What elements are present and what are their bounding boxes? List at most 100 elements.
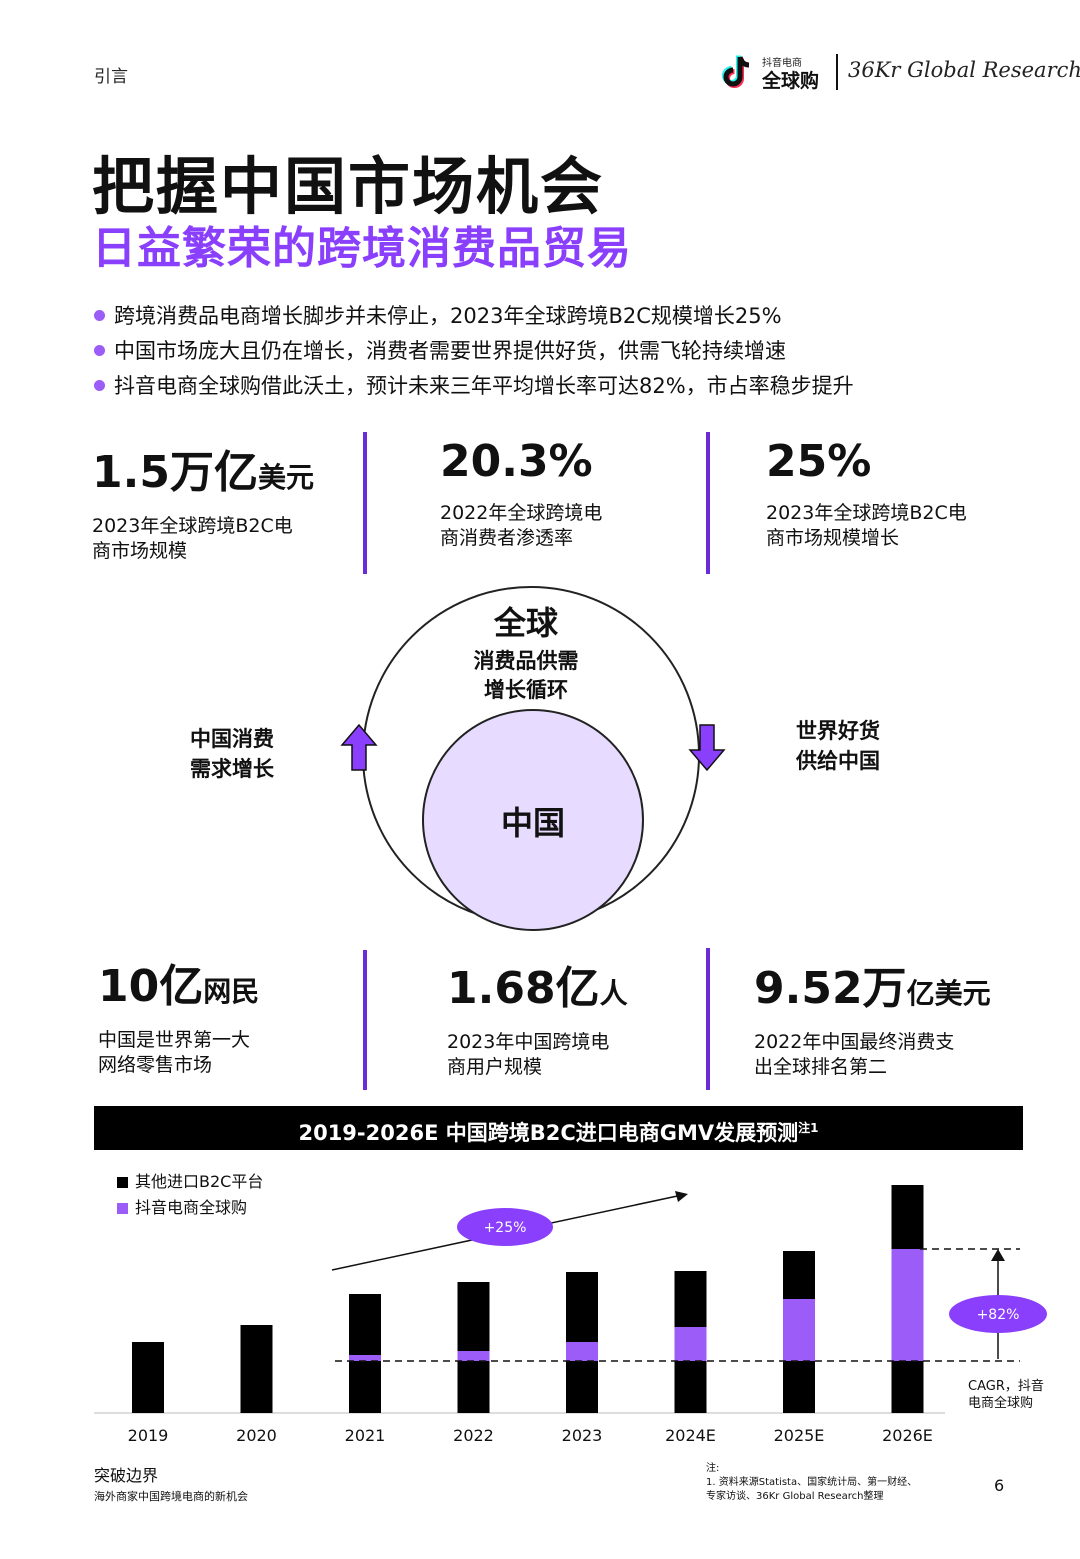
brand-small-text: 抖音电商 [762, 58, 802, 69]
bar-other-upper [566, 1272, 598, 1342]
footer-subtitle: 海外商家中国跨境电商的新机会 [94, 1490, 248, 1503]
bullet-item: 抖音电商全球购借此沃土，预计未来三年平均增长率可达82%，市占率稳步提升 [94, 370, 854, 400]
cycle-left-label: 中国消费 需求增长 [190, 727, 274, 781]
stat-value: 20.3% [440, 436, 593, 487]
bullet-text: 跨境消费品电商增长脚步并未停止，2023年全球跨境B2C规模增长25% [114, 304, 782, 328]
bar-other-lower [891, 1361, 924, 1413]
stat-block: 20.3% 2022年全球跨境电 商消费者渗透率 [440, 436, 602, 551]
bar-douyin [457, 1351, 490, 1361]
bar-other [132, 1342, 164, 1413]
stat-divider [363, 950, 367, 1090]
stat-unit: 亿美元 [906, 977, 991, 1010]
brand-main-text: 全球购 [762, 70, 820, 92]
bullet-item: 跨境消费品电商增长脚步并未停止，2023年全球跨境B2C规模增长25% [94, 300, 782, 330]
bar-other-upper [457, 1282, 490, 1351]
stat-description: 2023年中国跨境电 商用户规模 [447, 1031, 610, 1078]
stat-divider [706, 432, 710, 574]
stat-unit: 网民 [203, 975, 260, 1008]
bar-douyin [566, 1342, 598, 1361]
stat-value: 9.52万亿美元 [754, 963, 991, 1014]
bar-other-upper [891, 1185, 924, 1249]
cagr-caption: CAGR，抖音 [968, 1378, 1044, 1394]
x-tick-label: 2023 [562, 1426, 603, 1445]
stat-divider [706, 948, 710, 1090]
stat-value: 25% [766, 436, 872, 487]
cycle-diagram [340, 586, 726, 931]
stat-unit: 美元 [257, 461, 314, 494]
legend-swatch [117, 1203, 128, 1214]
brand-logo: 抖音电商 全球购 36Kr Global Research [720, 52, 1080, 94]
x-tick-label: 2019 [128, 1426, 169, 1445]
chart-title-bar: 2019-2026E 中国跨境B2C进口电商GMV发展预测注1 [94, 1106, 1023, 1150]
cagr-badge [949, 1295, 1047, 1333]
cycle-inner-label: 中国 [500, 804, 565, 842]
trend-arrowhead-icon [675, 1191, 688, 1202]
x-tick-label: 2024E [665, 1426, 716, 1445]
logo-divider [836, 54, 838, 90]
stat-divider [363, 432, 367, 574]
stat-block: 25% 2023年全球跨境B2C电 商市场规模增长 [766, 436, 967, 551]
legend-swatch [117, 1177, 128, 1188]
stat-block: 1.68亿人 2023年中国跨境电 商用户规模 [447, 952, 628, 1080]
stat-description: 2023年全球跨境B2C电 商市场规模 [92, 515, 293, 562]
cycle-outer-title: 全球 [493, 604, 558, 642]
stat-value: 1.5万亿美元 [92, 447, 314, 498]
chart-title-note: 注1 [798, 1121, 819, 1135]
up-arrow-icon [340, 723, 378, 771]
stat-description: 中国是世界第一大 网络零售市场 [98, 1029, 251, 1076]
bar-douyin [349, 1355, 381, 1361]
bar-other-lower [566, 1361, 598, 1413]
x-tick-label: 2026E [882, 1426, 933, 1445]
bullet-text: 中国市场庞大且仍在增长，消费者需要世界提供好货，供需飞轮持续增速 [114, 339, 786, 363]
bar-other [240, 1325, 273, 1413]
section-label: 引言 [94, 67, 128, 87]
x-tick-label: 2025E [774, 1426, 825, 1445]
page-subtitle: 日益繁荣的跨境消费品贸易 [92, 223, 632, 274]
x-tick-label: 2020 [236, 1426, 277, 1445]
bullet-item: 中国市场庞大且仍在增长，消费者需要世界提供好货，供需飞轮持续增速 [94, 335, 786, 365]
bullet-dot-icon [94, 309, 105, 321]
stat-description: 2022年全球跨境电 商消费者渗透率 [440, 502, 603, 549]
bar-other-upper [349, 1294, 381, 1355]
stat-block: 9.52万亿美元 2022年中国最终消费支 出全球排名第二 [754, 952, 991, 1080]
stat-block: 10亿网民 中国是世界第一大 网络零售市场 [98, 950, 259, 1078]
bar-douyin [891, 1249, 924, 1361]
x-tick-label: 2022 [453, 1426, 494, 1445]
stat-description: 2022年中国最终消费支 出全球排名第二 [754, 1031, 955, 1078]
bar-other-upper [674, 1271, 707, 1327]
cagr-badge-label: +82% [977, 1307, 1020, 1323]
partner-logo-text: 36Kr Global Research [848, 58, 1080, 82]
inner-circle [422, 709, 644, 931]
stat-value: 10亿网民 [98, 961, 260, 1012]
bar-douyin [783, 1299, 815, 1361]
bullet-text: 抖音电商全球购借此沃土，预计未来三年平均增长率可达82%，市占率稳步提升 [114, 374, 854, 398]
bullet-dot-icon [94, 344, 105, 356]
down-arrow-icon [688, 724, 726, 772]
bar-other-lower [783, 1361, 815, 1413]
cycle-outer-desc: 消费品供需 增长循环 [473, 649, 579, 702]
stat-value: 1.68亿人 [447, 963, 628, 1014]
cagr-arrowhead-icon [991, 1249, 1005, 1261]
bar-other-lower [349, 1361, 381, 1413]
cagr-caption: 电商全球购 [968, 1395, 1033, 1411]
tiktok-logo-icon [722, 55, 750, 88]
bullet-dot-icon [94, 379, 105, 391]
growth-badge-label: +25% [484, 1220, 527, 1236]
legend-label: 其他进口B2C平台 [135, 1172, 263, 1191]
stat-unit: 人 [599, 977, 628, 1010]
stat-block: 1.5万亿美元 2023年全球跨境B2C电 商市场规模 [92, 436, 314, 564]
footer-title: 突破边界 [94, 1466, 159, 1485]
chart-title: 2019-2026E 中国跨境B2C进口电商GMV发展预测 [298, 1121, 799, 1145]
bar-other-upper [783, 1251, 815, 1299]
bar-douyin [674, 1327, 707, 1361]
bar-other-lower [457, 1361, 490, 1413]
stat-description: 2023年全球跨境B2C电 商市场规模增长 [766, 502, 967, 549]
source-note: 注: 1. 资料来源Statista、国家统计局、第一财经、 专家访谈、36Kr… [706, 1463, 918, 1502]
cycle-right-label: 世界好货 供给中国 [796, 719, 880, 773]
page-number: 6 [994, 1476, 1005, 1495]
x-tick-label: 2021 [345, 1426, 386, 1445]
page-title: 把握中国市场机会 [92, 150, 605, 223]
bar-other-lower [674, 1361, 707, 1413]
growth-badge [457, 1208, 553, 1246]
